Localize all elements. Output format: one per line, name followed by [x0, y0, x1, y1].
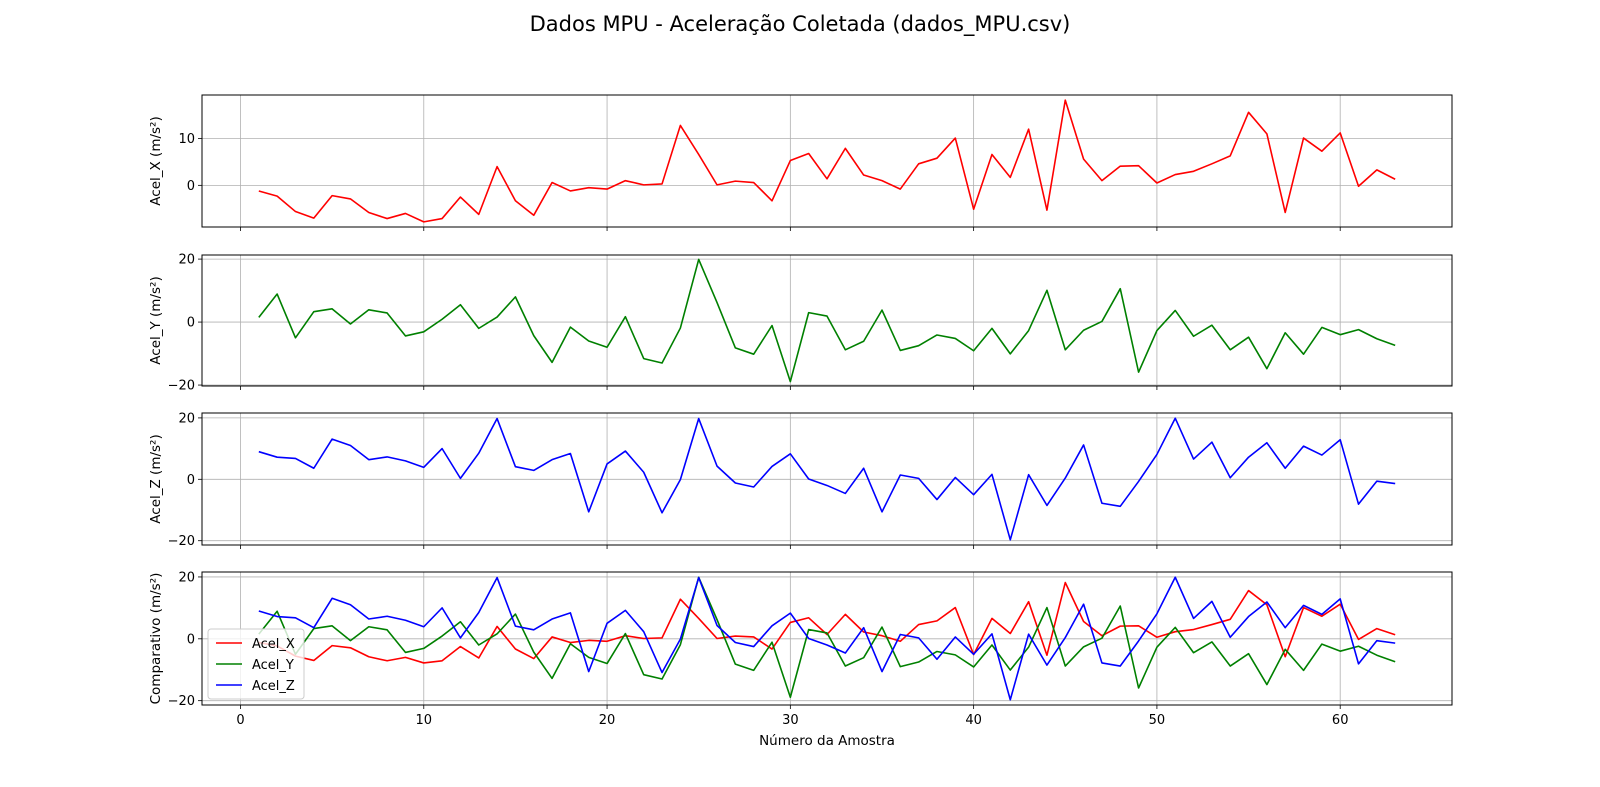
y-tick-label: −20 [168, 379, 195, 394]
series-line-acel-z [258, 576, 1396, 701]
legend-box [207, 628, 305, 700]
x-tick-label: 30 [782, 713, 799, 728]
y-tick-label: −20 [168, 534, 195, 549]
x-tick-label: 40 [965, 713, 982, 728]
axes-frame [201, 94, 1453, 228]
series-line-acel-y [258, 576, 1396, 699]
legend-label: Acel_Z [252, 679, 295, 694]
x-tick-label: 0 [236, 713, 244, 728]
legend-label: Acel_X [252, 637, 295, 652]
x-tick-label: 10 [416, 713, 433, 728]
series-line-acel-y [258, 258, 1396, 383]
series-line-acel-z [258, 417, 1396, 541]
y-tick-label: 10 [178, 132, 195, 147]
y-tick-label: 0 [187, 473, 195, 488]
series-line-acel-x [258, 99, 1396, 223]
series-line-acel-x [258, 581, 1396, 664]
x-tick-label: 20 [599, 713, 616, 728]
y-axis-label: Acel_Y (m/s²) [148, 276, 164, 364]
y-tick-label: 0 [187, 179, 195, 194]
y-tick-label: 0 [187, 632, 195, 647]
x-tick-label: 60 [1332, 713, 1349, 728]
y-tick-label: −20 [168, 694, 195, 709]
x-tick-label: 50 [1149, 713, 1166, 728]
y-axis-label: Acel_X (m/s²) [148, 116, 164, 205]
y-axis-label: Acel_Z (m/s²) [148, 434, 164, 523]
y-tick-label: 0 [187, 316, 195, 331]
chart-title: Dados MPU - Aceleração Coletada (dados_M… [530, 12, 1071, 37]
legend-label: Acel_Y [252, 658, 294, 673]
x-axis-label: Número da Amostra [759, 733, 895, 749]
y-tick-label: 20 [178, 570, 195, 585]
y-tick-label: 20 [178, 411, 195, 426]
axes-frame [201, 254, 1453, 387]
y-axis-label: Comparativo (m/s²) [148, 573, 164, 705]
y-tick-label: 20 [178, 253, 195, 268]
